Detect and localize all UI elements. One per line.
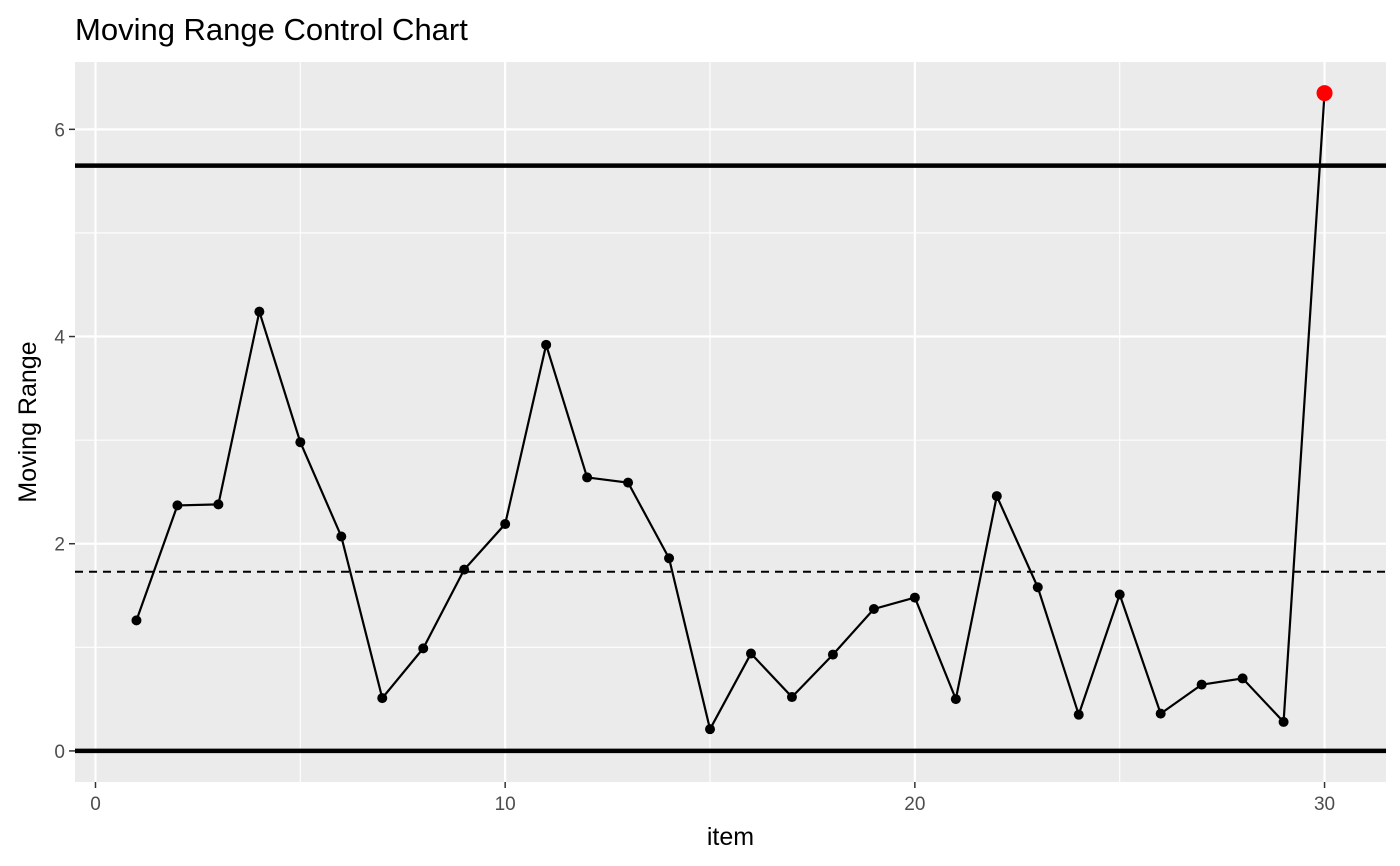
data-point [541,339,552,350]
data-point [868,603,879,614]
y-tick-label: 4 [54,328,65,349]
x-tick-label: 20 [904,794,925,815]
data-point [582,472,593,483]
series-line [135,93,1326,733]
data-point [991,491,1002,502]
minor-gridlines [75,62,1386,782]
data-point [377,693,388,704]
data-point [1114,589,1125,600]
x-axis-title: item [707,823,754,851]
data-point [1073,709,1084,720]
control-limits [75,163,1386,754]
data-point [745,648,756,659]
y-tick-label: 0 [54,742,65,763]
data-point [213,499,224,510]
data-point [950,694,961,705]
out-of-control-point [1316,85,1333,102]
data-point [909,592,920,603]
y-tick-label: 6 [54,120,65,141]
data-point [336,531,347,542]
data-point [254,306,265,317]
data-point [1032,582,1043,593]
data-point [786,692,797,703]
data-point [1155,708,1166,719]
data-point [1278,716,1289,727]
data-point [1196,679,1207,690]
y-tick-label: 2 [54,535,65,556]
data-point [1237,673,1248,684]
data-point [131,615,142,626]
plot-panel [75,62,1386,782]
x-tick-label: 10 [495,794,516,815]
data-point [705,724,716,735]
data-point [500,519,511,530]
data-point [827,649,838,660]
data-point [664,553,675,564]
data-point [418,643,429,654]
y-axis-title: Moving Range [14,341,42,502]
data-point [172,500,183,511]
data-point [295,437,306,448]
data-point [623,477,634,488]
x-tick-label: 30 [1314,794,1335,815]
x-tick-label: 0 [90,794,101,815]
data-series [131,85,1333,735]
chart-title: Moving Range Control Chart [75,12,468,47]
axes: 0 10 20 30 0 2 4 6 [54,120,1335,815]
data-point [459,564,470,575]
